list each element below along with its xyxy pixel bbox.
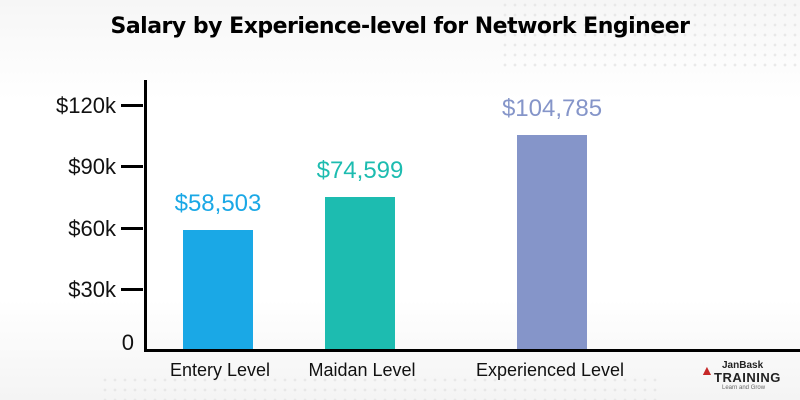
graduation-cap-icon: ▲ [700,362,714,378]
logo-text-training: TRAINING [714,370,781,385]
category-label: Experienced Level [475,360,625,380]
value-label: $74,599 [316,156,404,184]
y-tick-label: $90k [68,154,116,179]
y-tick [121,227,143,230]
y-tick-label: $60k [68,216,116,241]
y-tick-label: $30k [68,277,116,302]
x-axis [144,349,800,352]
y-axis [144,80,147,352]
logo-text-bask: Bask [739,360,764,371]
category-label: Maidan Level [308,360,416,380]
value-label: $58,503 [174,189,262,217]
y-tick-label: $120k [56,93,116,118]
logo-text-jan: Jan [722,360,740,371]
bar-maidan-level [325,196,395,349]
bar-entry-level [183,229,253,349]
decorative-dots [100,375,660,400]
janbask-training-logo: ▲ JanBask TRAINING Learn and Grow [700,360,790,394]
y-tick-label: 0 [121,330,134,355]
y-tick [121,104,143,107]
bar-experienced-level [517,135,587,349]
y-tick [121,165,143,168]
category-label: Entery Level [169,360,271,380]
chart-title: Salary by Experience-level for Network E… [110,14,690,39]
y-tick [121,288,143,291]
value-label: $104,785 [501,95,603,123]
decorative-dots [500,0,800,70]
logo-tagline: Learn and Grow [722,385,766,391]
